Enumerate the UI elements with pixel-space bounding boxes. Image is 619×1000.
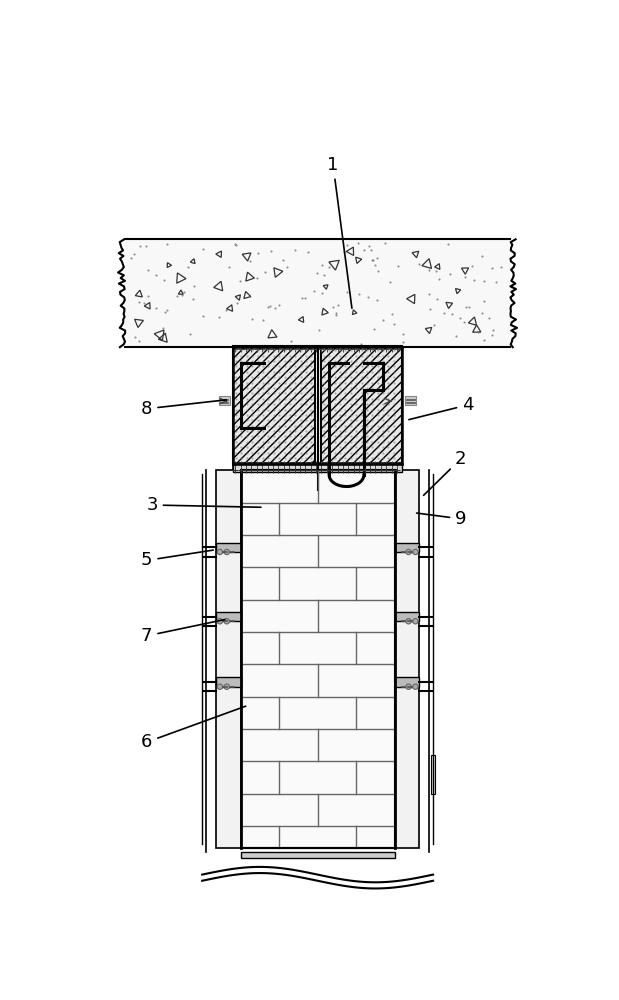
- Bar: [216, 677, 241, 687]
- Text: 4: 4: [409, 396, 474, 420]
- Circle shape: [406, 549, 411, 555]
- Circle shape: [217, 549, 222, 555]
- Circle shape: [406, 684, 411, 689]
- Text: 7: 7: [141, 620, 225, 645]
- Bar: [233, 463, 402, 470]
- Circle shape: [406, 619, 411, 624]
- Bar: [233, 347, 314, 464]
- Circle shape: [217, 619, 222, 624]
- Bar: [321, 347, 402, 464]
- FancyBboxPatch shape: [219, 396, 230, 405]
- Bar: [216, 612, 241, 621]
- Circle shape: [413, 619, 418, 624]
- Bar: [395, 677, 419, 687]
- Bar: [241, 470, 395, 848]
- Bar: [395, 543, 419, 552]
- Circle shape: [224, 619, 230, 624]
- Text: 1: 1: [327, 156, 352, 308]
- Bar: [125, 239, 510, 347]
- Bar: [216, 470, 419, 848]
- Circle shape: [217, 684, 222, 689]
- Circle shape: [224, 684, 230, 689]
- FancyBboxPatch shape: [405, 396, 416, 405]
- Text: 3: 3: [146, 496, 261, 514]
- Bar: [395, 470, 419, 848]
- Bar: [431, 755, 435, 794]
- Text: 6: 6: [141, 706, 246, 751]
- Text: 8: 8: [141, 400, 227, 418]
- Text: 9: 9: [417, 510, 467, 528]
- Circle shape: [413, 684, 418, 689]
- Bar: [233, 464, 402, 472]
- Circle shape: [224, 549, 230, 555]
- Bar: [241, 852, 395, 858]
- Bar: [216, 543, 241, 552]
- Bar: [216, 470, 241, 848]
- Bar: [395, 612, 419, 621]
- Text: 5: 5: [141, 550, 213, 569]
- Circle shape: [413, 549, 418, 555]
- Text: 2: 2: [423, 450, 467, 495]
